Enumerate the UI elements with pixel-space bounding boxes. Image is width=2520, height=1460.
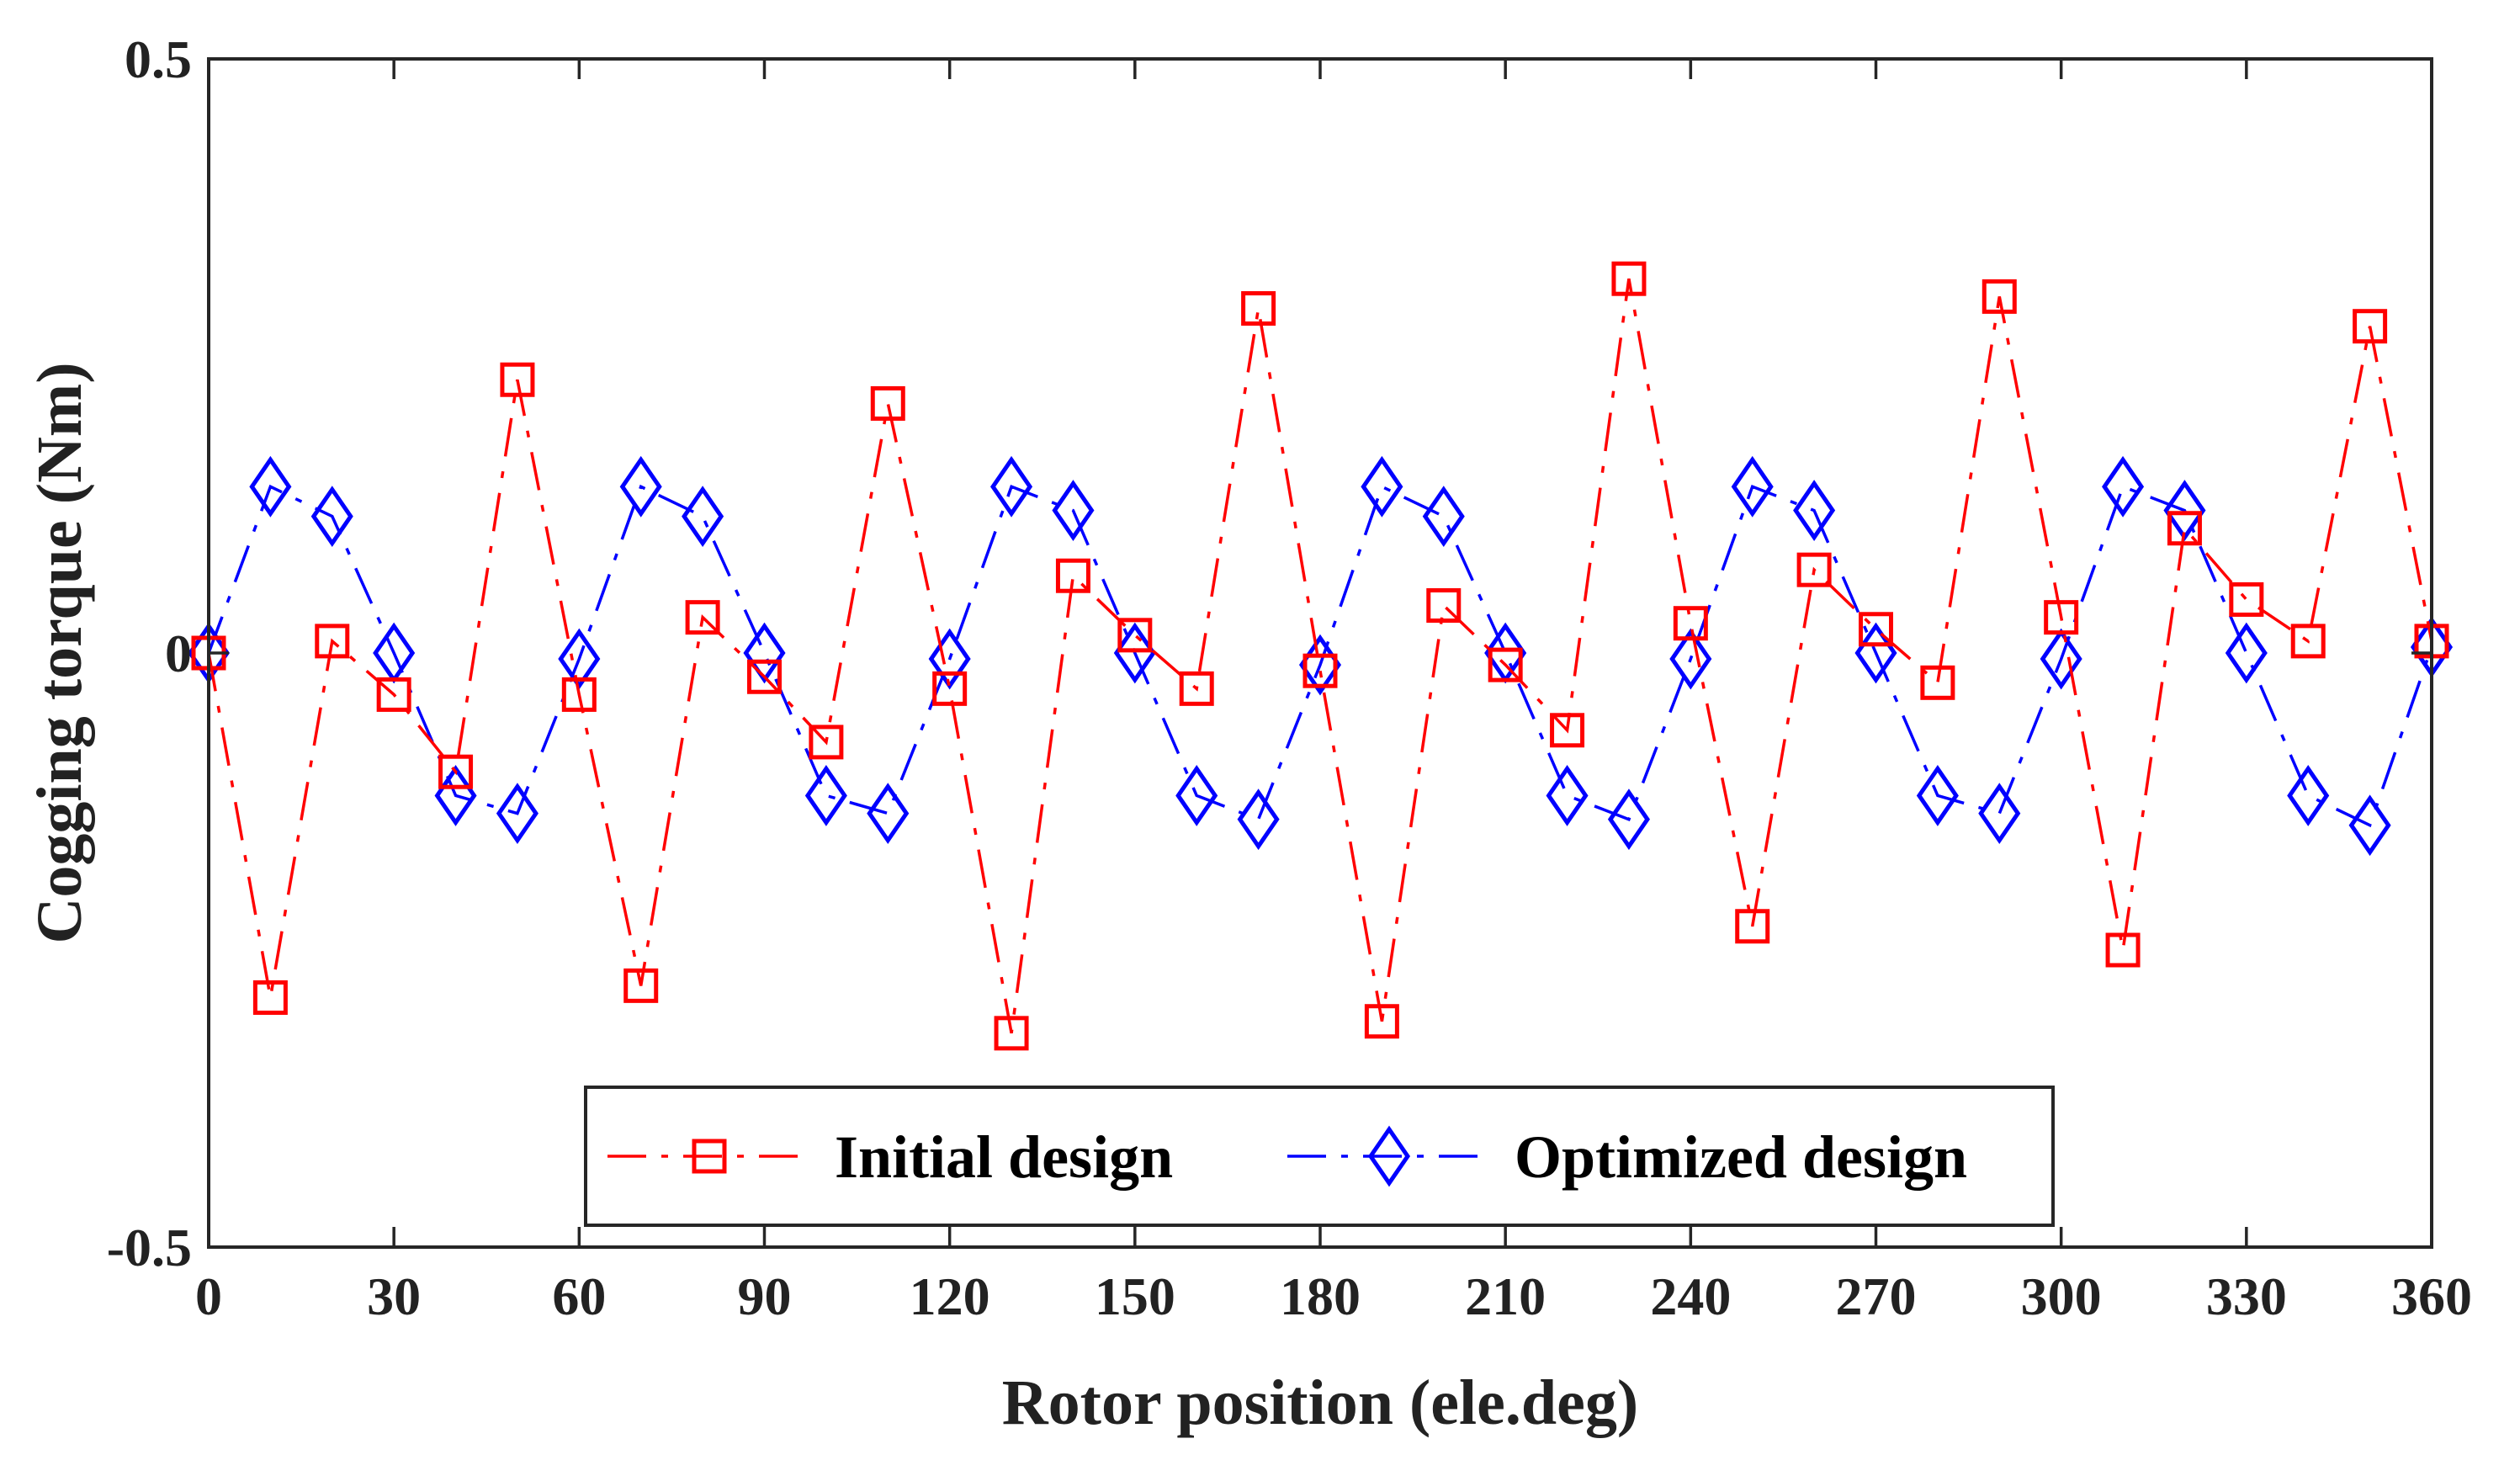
data-point-optimized	[558, 628, 601, 690]
x-tick-label: 210	[1465, 1266, 1546, 1326]
data-point-optimized	[682, 486, 724, 548]
series-line-initial	[207, 278, 2433, 1034]
data-point-initial	[1488, 647, 1523, 682]
legend-marker-initial	[692, 1139, 727, 1174]
data-point-initial	[1179, 671, 1214, 706]
data-point-initial	[685, 600, 720, 635]
data-point-initial	[747, 659, 782, 694]
data-point-initial	[1920, 665, 1955, 700]
x-tick-label: 300	[2021, 1266, 2102, 1326]
series-initial	[191, 261, 2449, 1051]
data-point-optimized	[1113, 622, 1156, 684]
data-point-optimized	[1669, 628, 1712, 690]
data-point-initial	[2229, 581, 2264, 617]
data-point-initial	[2290, 624, 2326, 659]
y-tick-label: -0.5	[107, 1218, 192, 1277]
x-tick-label: 120	[910, 1266, 990, 1326]
series-layer	[187, 261, 2454, 1051]
data-point-optimized	[2225, 622, 2268, 684]
data-point-optimized	[1052, 480, 1095, 541]
data-point-initial	[1364, 1004, 1399, 1039]
data-point-optimized	[2102, 455, 2145, 518]
data-point-optimized	[1237, 788, 1280, 851]
data-point-optimized	[1175, 765, 1218, 826]
data-point-initial	[1735, 909, 1770, 944]
y-tick-label: 0.5	[125, 29, 192, 89]
legend-marker-optimized	[1367, 1125, 1411, 1187]
data-point-initial	[1611, 261, 1647, 296]
data-point-initial	[2105, 932, 2141, 968]
data-point-optimized	[249, 455, 292, 518]
x-axis-title: Rotor position (ele.deg)	[1002, 1367, 1638, 1438]
data-point-initial	[1673, 606, 1708, 641]
data-point-initial	[561, 677, 597, 712]
data-point-initial	[1426, 588, 1462, 624]
x-tick-label: 270	[1836, 1266, 1917, 1326]
data-point-initial	[870, 385, 905, 421]
data-point-optimized	[2040, 628, 2082, 690]
data-point-optimized	[496, 783, 538, 845]
data-point-optimized	[804, 765, 847, 826]
series-line-optimized	[207, 484, 2433, 828]
data-point-optimized	[1978, 783, 2021, 845]
legend-label-initial: Initial design	[835, 1123, 1173, 1191]
data-point-initial	[809, 725, 844, 760]
data-point-initial	[438, 754, 474, 789]
data-point-optimized	[928, 628, 971, 690]
y-axis-title: Cogging torque (Nm)	[24, 362, 95, 943]
data-point-optimized	[619, 455, 662, 518]
data-point-initial	[2044, 600, 2079, 635]
labels-layer: 0 30 60 90 120 150 180 210 240 270 300 330 360-0.500…	[24, 29, 2472, 1438]
data-point-initial	[1117, 618, 1153, 653]
data-point-optimized	[2287, 765, 2330, 826]
x-tick-label: 60	[552, 1266, 606, 1326]
data-point-initial	[1796, 552, 1832, 587]
data-point-initial	[1550, 713, 1585, 748]
data-point-initial	[2167, 511, 2202, 546]
data-point-optimized	[1546, 765, 1589, 826]
data-point-optimized	[1361, 455, 1403, 518]
data-point-initial	[315, 624, 350, 659]
data-point-initial	[994, 1016, 1029, 1051]
data-point-optimized	[990, 455, 1033, 518]
x-tick-label: 360	[2391, 1266, 2472, 1326]
data-point-optimized	[1422, 486, 1465, 548]
data-point-initial	[623, 968, 659, 1003]
x-tick-label: 0	[195, 1266, 222, 1326]
data-point-optimized	[867, 783, 910, 845]
data-point-initial	[1055, 558, 1090, 593]
data-point-optimized	[1916, 765, 1959, 826]
data-point-optimized	[2348, 794, 2391, 857]
x-tick-label: 180	[1280, 1266, 1361, 1326]
x-tick-label: 30	[367, 1266, 421, 1326]
y-tick-label: 0	[165, 624, 192, 683]
legend-item-initial: Initial design	[607, 1123, 1173, 1191]
data-point-optimized	[310, 486, 353, 548]
data-point-initial	[252, 980, 288, 1015]
data-point-initial	[1241, 291, 1276, 327]
data-point-optimized	[743, 622, 786, 684]
x-tick-label: 240	[1650, 1266, 1731, 1326]
data-point-initial	[376, 677, 411, 712]
data-point-initial	[1859, 612, 1893, 647]
data-point-initial	[2353, 309, 2388, 344]
data-point-optimized	[1793, 480, 1836, 541]
data-point-initial	[500, 362, 535, 397]
data-point-optimized	[1731, 455, 1774, 518]
axes-layer	[207, 57, 2433, 1249]
data-point-optimized	[1607, 788, 1650, 851]
data-point-initial	[1982, 279, 2017, 314]
legend: Initial design Optimized design	[584, 1086, 2055, 1227]
legend-label-optimized: Optimized design	[1515, 1123, 1967, 1191]
legend-item-optimized: Optimized design	[1287, 1123, 1967, 1191]
x-tick-label: 330	[2206, 1266, 2287, 1326]
data-point-initial	[1302, 653, 1338, 688]
data-point-initial	[932, 671, 968, 706]
x-tick-label: 150	[1095, 1266, 1175, 1326]
x-tick-label: 90	[738, 1266, 792, 1326]
